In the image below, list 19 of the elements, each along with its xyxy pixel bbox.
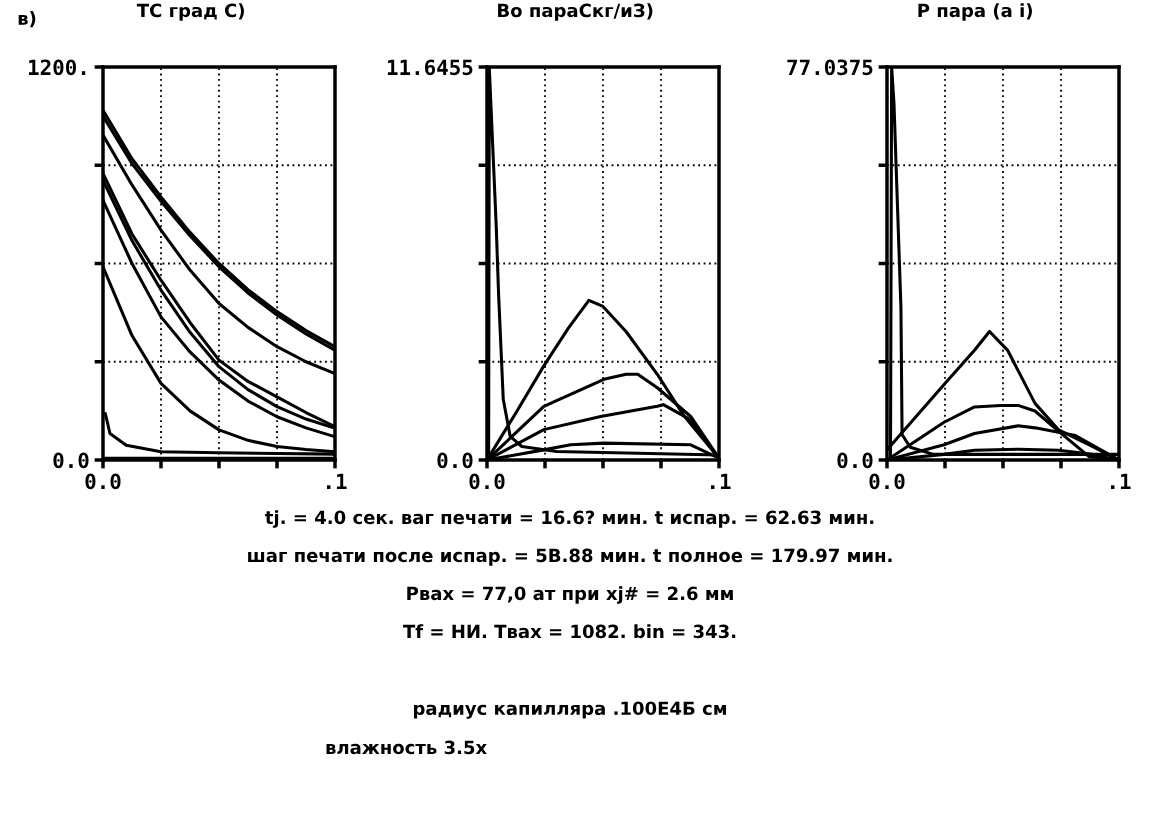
x-tick-label: .1 xyxy=(1111,473,1131,490)
y-tick-label: 1200. xyxy=(29,59,86,76)
text: Рвах = 77,0 ат при xj# = 2.6 мм xyxy=(407,586,733,604)
text: Tf = НИ. Tвах = 1082. bin = 343. xyxy=(403,624,736,639)
text: влажность 3.5х xyxy=(326,740,487,755)
x-tick-label: .1 xyxy=(327,473,347,490)
chart-title: Во параСкг/иЗ) xyxy=(498,3,653,21)
text: радиус капилляра .100Е4Б см xyxy=(413,701,726,719)
y-tick-label: 77.0375 xyxy=(787,59,873,76)
x-tick-label: 0.0 xyxy=(469,473,505,490)
x-tick-label: .1 xyxy=(711,473,731,490)
chart-title: Р пара (а i) xyxy=(918,3,1032,21)
y-tick-label: 11.6455 xyxy=(387,59,473,76)
chart-title: ТС град С) xyxy=(136,3,244,21)
text: tj. = 4.0 сек. ваг печати = 16.6? мин. t испар. = 62.63 мин. xyxy=(265,510,874,528)
x-tick-label: 0.0 xyxy=(869,473,905,490)
text: шаг печати после испар. = 5В.88 мин. t полное = 179.97 мин. xyxy=(248,548,892,566)
text: в) xyxy=(18,11,36,28)
x-tick-label: 0.0 xyxy=(85,473,121,490)
